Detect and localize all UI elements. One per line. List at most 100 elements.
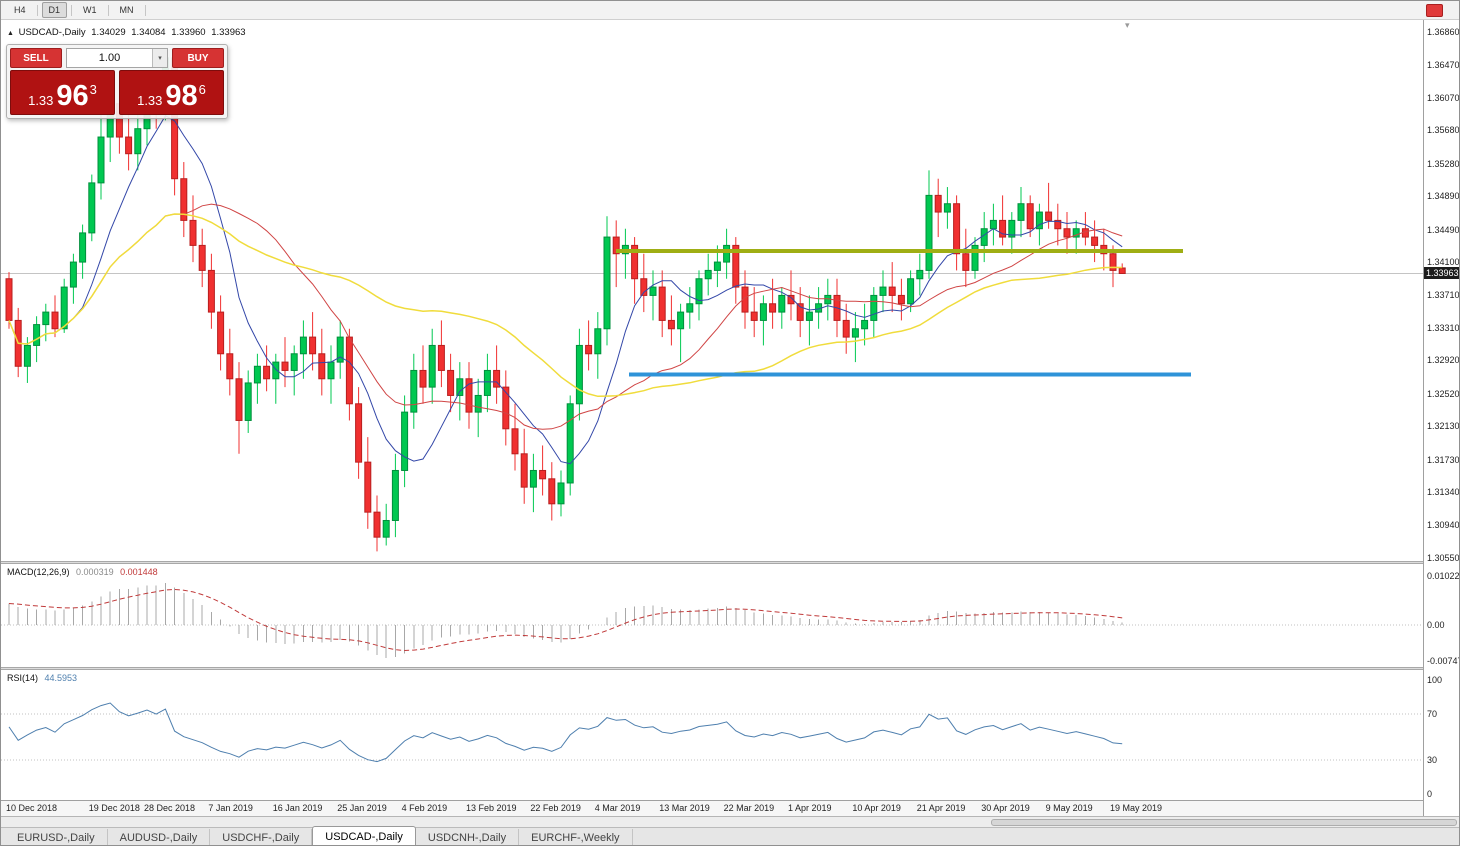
timeframe-buttons: H4 D1 W1 MN	[7, 2, 150, 18]
toolbar-separator	[107, 4, 109, 16]
timeframe-toolbar: H4 D1 W1 MN	[1, 1, 1459, 20]
price-pane[interactable]: ▾ ▲ USDCAD-,Daily 1.34029 1.34084 1.3396…	[1, 20, 1423, 561]
date-label: 19 May 2019	[1110, 803, 1163, 813]
symbol-period-label: USDCAD-,Daily	[18, 27, 86, 38]
quote-header: ▲ USDCAD-,Daily 1.34029 1.34084 1.33960 …	[7, 27, 249, 38]
buy-price-pips: 98	[165, 80, 198, 112]
pane-splitter[interactable]	[1, 667, 1459, 670]
sell-price-big-figure: 1.33	[28, 93, 54, 108]
price-tick: 1.35680	[1427, 125, 1460, 136]
price-tick: 1.34100	[1427, 257, 1460, 268]
time-axis: 10 Dec 2018 19 Dec 2018 28 Dec 2018 7 Jan 2…	[1, 800, 1423, 816]
chart-tab-audusd[interactable]: AUDUSD-,Daily	[108, 829, 211, 845]
date-label: 22 Feb 2019	[530, 803, 581, 813]
price-tick: 1.36470	[1427, 59, 1460, 70]
date-label: 7 Jan 2019	[208, 803, 253, 813]
quote-high: 1.34084	[131, 27, 166, 38]
buy-button[interactable]: BUY	[172, 48, 224, 68]
price-tick: 1.32920	[1427, 355, 1460, 366]
price-tick: 1.33310	[1427, 322, 1460, 333]
timeframe-button-w1[interactable]: W1	[83, 5, 97, 15]
price-tick: 1.36860	[1427, 27, 1460, 37]
date-label: 4 Mar 2019	[594, 803, 641, 813]
macd-main-value: 0.000319	[76, 567, 114, 577]
chart-tab-usdchf[interactable]: USDCHF-,Daily	[210, 829, 313, 845]
price-tick: 1.30550	[1427, 553, 1460, 563]
buy-price-button[interactable]: 1.33 98 6	[119, 70, 224, 115]
macd-pane[interactable]: MACD(12,26,9) 0.000319 0.001448	[1, 564, 1423, 667]
price-tick: 1.34890	[1427, 191, 1460, 202]
quote-low: 1.33960	[171, 27, 206, 38]
rsi-tick: 100	[1427, 675, 1443, 685]
timeframe-button-h4[interactable]: H4	[14, 5, 26, 15]
rsi-tick: 70	[1427, 709, 1438, 720]
volume-dropdown-icon[interactable]: ▾	[152, 49, 167, 67]
timeframe-button-d1[interactable]: D1	[41, 2, 68, 18]
sell-button[interactable]: SELL	[10, 48, 62, 68]
candlestick-chart	[1, 50, 1423, 552]
sell-price-point: 3	[89, 82, 97, 97]
chart-tab-eurchf[interactable]: EURCHF-,Weekly	[519, 829, 633, 845]
chart-tabs-bar: EURUSD-,Daily AUDUSD-,Daily USDCHF-,Daily U…	[1, 826, 1459, 845]
price-tick: 1.30940	[1427, 520, 1460, 531]
rsi-tick: 30	[1427, 754, 1438, 765]
current-price-tag: 1.33963	[1424, 267, 1459, 280]
quote-open: 1.34029	[91, 27, 126, 38]
macd-name: MACD(12,26,9)	[7, 567, 70, 577]
macd-label: MACD(12,26,9) 0.000319 0.001448	[7, 567, 162, 577]
date-label: 19 Dec 2018	[88, 803, 140, 813]
price-tick: 1.31340	[1427, 487, 1460, 498]
collapse-arrow-icon[interactable]: ▲	[7, 30, 14, 37]
chart-shift-marker-icon: ▾	[1125, 20, 1130, 30]
buy-price-big-figure: 1.33	[137, 93, 163, 108]
date-label: 30 Apr 2019	[981, 803, 1030, 813]
price-tick: 1.32130	[1427, 421, 1460, 432]
date-label: 25 Jan 2019	[337, 803, 387, 813]
date-label: 28 Dec 2018	[144, 803, 196, 813]
date-label: 4 Feb 2019	[401, 803, 448, 813]
chart-tab-usdcad[interactable]: USDCAD-,Daily	[312, 826, 416, 845]
scrollbar-thumb[interactable]	[991, 819, 1457, 826]
toolbar-separator	[36, 4, 38, 16]
macd-signal-value: 0.001448	[120, 567, 158, 577]
chart-tab-usdcnh[interactable]: USDCNH-,Daily	[416, 829, 520, 845]
date-label: 21 Apr 2019	[916, 803, 966, 813]
rsi-value: 44.5953	[44, 673, 78, 683]
timeframe-button-mn[interactable]: MN	[119, 5, 134, 15]
pane-splitter[interactable]	[1, 561, 1459, 564]
date-label: 13 Feb 2019	[466, 803, 517, 813]
one-click-trading-panel: SELL 1.00 ▾ BUY 1.33 96 3 1.33 98 6	[6, 44, 228, 119]
trade-row-top: SELL 1.00 ▾ BUY	[10, 48, 224, 68]
price-tick: 1.34490	[1427, 224, 1460, 235]
volume-value[interactable]: 1.00	[98, 52, 121, 64]
price-tick: 1.32520	[1427, 388, 1460, 399]
sell-price-button[interactable]: 1.33 96 3	[10, 70, 115, 115]
date-label: 1 Apr 2019	[788, 803, 832, 813]
buy-price-point: 6	[198, 82, 206, 97]
alert-icon[interactable]	[1426, 4, 1443, 17]
macd-chart	[1, 583, 1423, 658]
trade-row-prices: 1.33 96 3 1.33 98 6	[10, 70, 224, 115]
date-label: 13 Mar 2019	[659, 803, 710, 813]
date-label: 16 Jan 2019	[272, 803, 323, 813]
rsi-label: RSI(14) 44.5953	[7, 673, 81, 683]
rsi-name: RSI(14)	[7, 673, 39, 683]
horizontal-scrollbar[interactable]	[1, 816, 1459, 827]
price-tick: 1.31730	[1427, 454, 1460, 465]
date-label: 10 Apr 2019	[852, 803, 901, 813]
price-tick: 1.35280	[1427, 158, 1460, 169]
quote-close: 1.33963	[211, 27, 246, 38]
price-tick: 1.36070	[1427, 92, 1460, 103]
rsi-chart	[1, 702, 1423, 763]
macd-tick: 0.01022	[1427, 571, 1460, 581]
toolbar-separator	[71, 4, 73, 16]
macd-tick: 0.00	[1427, 620, 1445, 631]
chart-tab-eurusd[interactable]: EURUSD-,Daily	[5, 829, 108, 845]
toolbar-separator	[144, 4, 146, 16]
price-tick: 1.33710	[1427, 289, 1460, 300]
price-scale: 1.36860 1.36470 1.36070 1.35680 1.35280 1.348…	[1423, 20, 1460, 816]
volume-input[interactable]: 1.00 ▾	[66, 48, 168, 68]
sell-price-pips: 96	[56, 80, 89, 112]
rsi-pane[interactable]: RSI(14) 44.5953	[1, 670, 1423, 800]
